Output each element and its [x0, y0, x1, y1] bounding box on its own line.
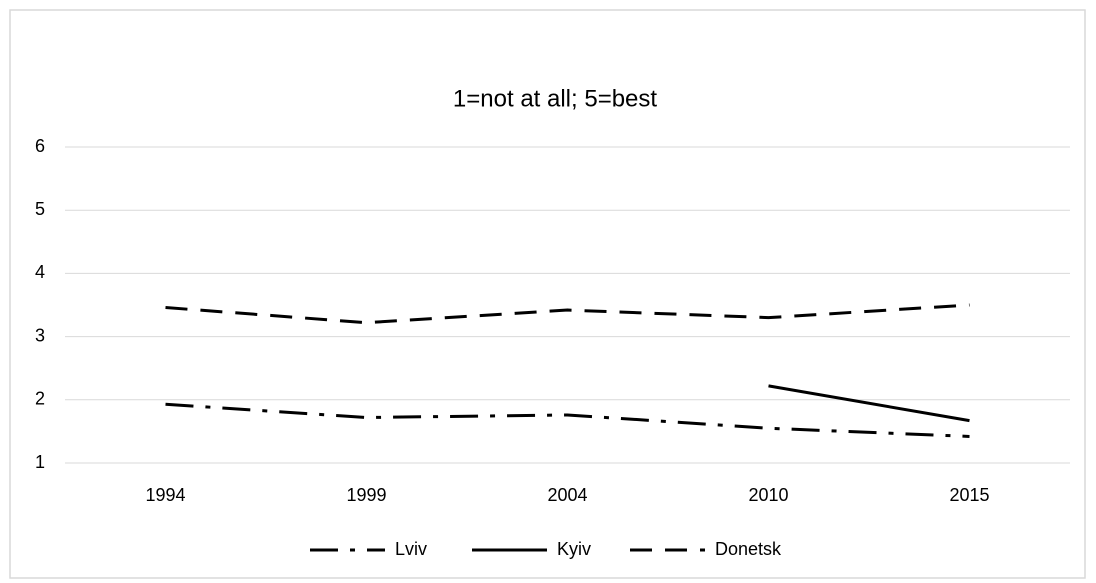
chart-frame [9, 9, 1086, 579]
x-tick-label: 2015 [949, 485, 989, 505]
series-line [165, 402, 970, 438]
y-tick-label: 2 [35, 389, 45, 409]
chart-title: 1=not at all; 5=best [453, 85, 657, 112]
series-line [768, 384, 970, 423]
x-tick-label: 1999 [346, 485, 386, 505]
y-tick-label: 3 [35, 325, 45, 345]
y-tick-label: 6 [35, 136, 45, 156]
x-tick-label: 1994 [145, 485, 185, 505]
y-tick-label: 5 [35, 199, 45, 219]
series-line [165, 303, 970, 325]
y-tick-label: 1 [35, 452, 45, 472]
y-tick-label: 4 [35, 262, 45, 282]
x-tick-label: 2010 [748, 485, 788, 505]
legend-label: Donetsk [715, 539, 782, 559]
x-tick-label: 2004 [547, 485, 587, 505]
legend-label: Lviv [395, 539, 427, 559]
legend-label: Kyiv [557, 539, 591, 559]
